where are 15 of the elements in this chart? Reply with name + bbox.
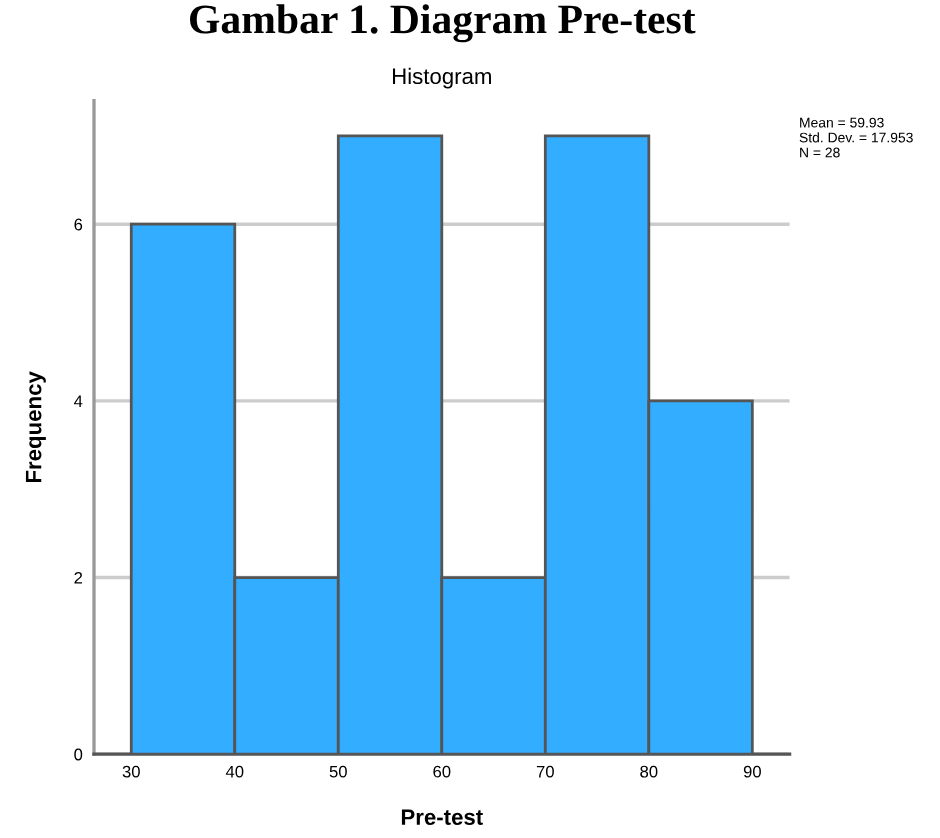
x-tick-label: 70	[536, 765, 554, 778]
y-tick-label: 0	[74, 748, 83, 761]
x-tick-label: 90	[743, 765, 761, 778]
x-tick-label: 40	[225, 765, 244, 778]
x-tick-label: 80	[640, 765, 658, 778]
x-tick-label: 60	[433, 765, 451, 778]
y-tick-label: 2	[74, 571, 83, 584]
y-tick-label: 6	[74, 218, 83, 231]
chart-title: Gambar 1. Diagram Pre-test	[190, 4, 696, 43]
x-axis-title: Pre-test	[401, 809, 483, 825]
x-tick-label: 30	[122, 765, 140, 778]
x-tick-label: 50	[329, 765, 347, 778]
y-tick-label: 4	[74, 395, 83, 407]
y-axis-title: Frequency	[25, 371, 46, 483]
chart-subtitle: Histogram	[393, 67, 491, 89]
